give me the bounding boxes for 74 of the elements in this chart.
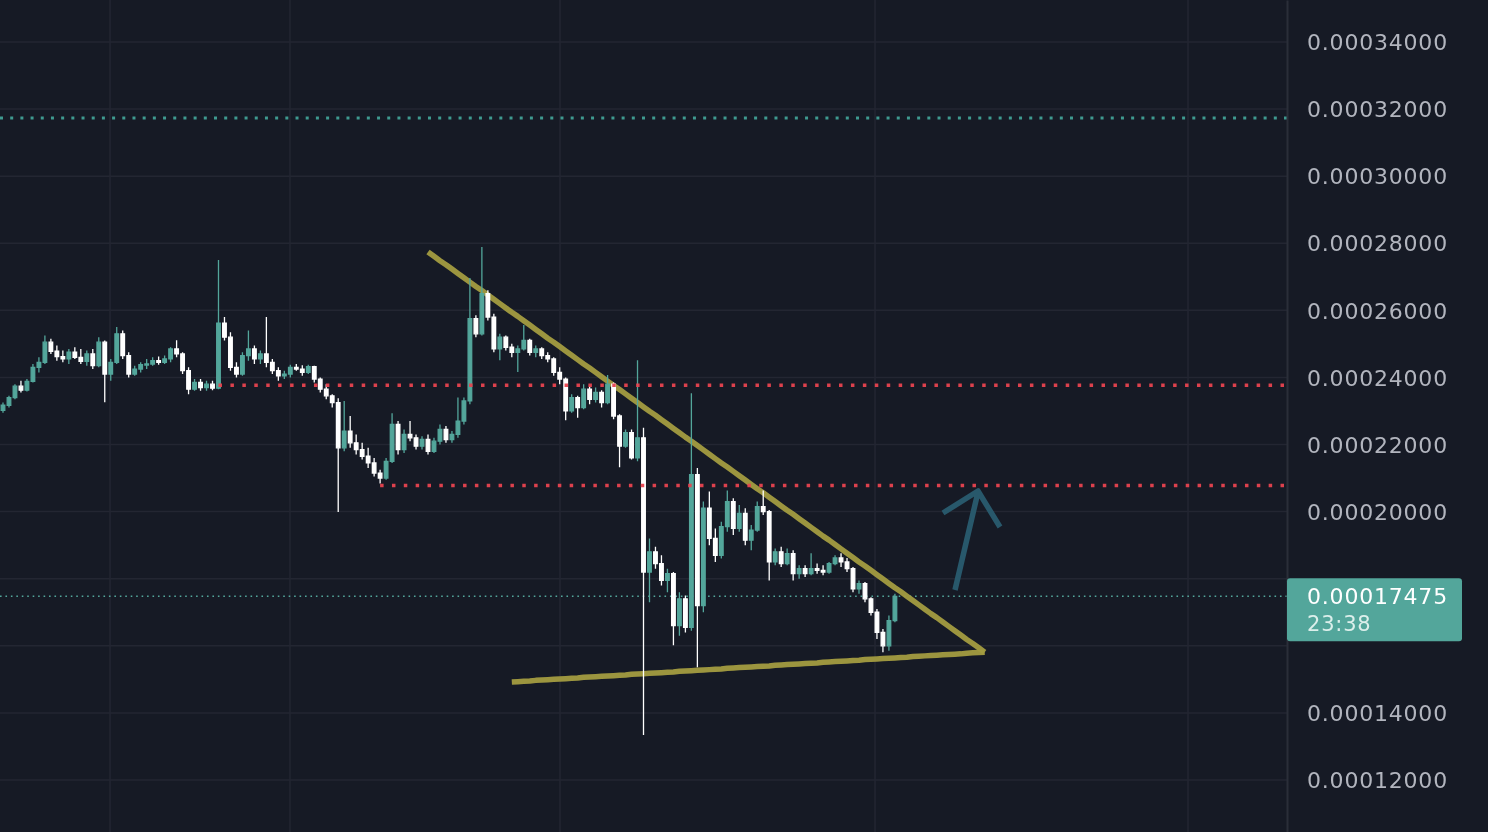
candlestick [700,500,706,613]
candlestick [670,571,676,646]
candlestick [599,389,605,409]
candlestick [90,348,96,370]
y-tick-label: 0.00028000 [1307,231,1448,257]
candlestick [772,547,778,566]
candlestick [569,393,575,414]
candlestick [796,564,802,580]
candlestick [251,344,257,365]
candlestick [305,364,311,375]
candlestick [838,552,844,568]
candlestick [443,425,449,444]
y-tick-label: 0.00030000 [1307,164,1448,190]
candlestick [629,428,634,461]
candlestick [431,437,437,454]
candlestick [210,380,215,391]
candlestick [216,259,221,390]
candlestick [18,380,24,394]
candlestick [593,386,599,404]
candlestick [844,557,850,573]
candlestick [156,355,162,366]
y-tick-label: 0.00022000 [1307,432,1448,458]
candlestick [808,552,814,576]
candlestick [575,395,581,419]
candlestick [856,579,862,595]
candlestick [479,246,485,337]
candlestick [192,378,197,392]
candlestick [395,420,401,456]
candlestick [198,378,203,392]
candlestick [868,596,874,617]
y-tick-label: 0.00014000 [1307,701,1448,727]
y-tick-label: 0.00026000 [1307,298,1448,324]
candlestick [736,504,742,533]
candlestick [784,547,790,566]
candlestick [533,344,539,358]
text: 23:38 [1307,611,1372,636]
candlestick [341,400,347,452]
y-tick-label: 0.00012000 [1307,768,1448,794]
candlestick [437,423,443,446]
candlestick [635,359,640,462]
candlestick [623,428,628,449]
candlestick [778,546,784,568]
y-tick-label: 0.00032000 [1307,97,1448,123]
candlestick [0,401,6,414]
candlestick [742,507,748,546]
candlestick [407,420,413,442]
candlestick [96,336,102,368]
candlestick [605,374,611,405]
candlestick [665,568,670,593]
y-tick-label: 0.00020000 [1307,499,1448,525]
candlestick [581,383,587,410]
candlestick [6,395,12,409]
candlestick [419,435,425,451]
candlestick [473,314,479,338]
candlestick [802,564,808,578]
candlestick [682,594,688,634]
y-tick-label: 0.00034000 [1307,30,1448,56]
candlestick [257,349,263,365]
candlestick [641,427,646,736]
candlestick [204,380,209,392]
y-tick-label: 0.00024000 [1307,365,1448,391]
candlestick [102,339,108,403]
candlestick [497,333,503,361]
candlestick [790,549,796,582]
candlestick [84,349,90,367]
candlestick [401,428,407,454]
candlestick [730,497,736,536]
candlestick [66,348,72,365]
candlestick [527,338,533,357]
candlestick [413,433,419,451]
ref-line-label: 0.00017475 [1307,584,1448,610]
candlestick [587,385,593,405]
candlestick [694,467,700,668]
candlestick [425,433,431,456]
